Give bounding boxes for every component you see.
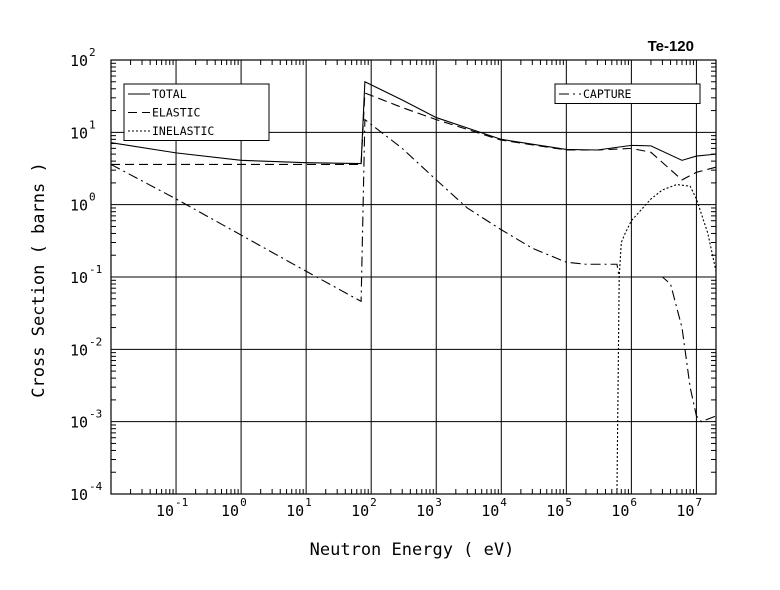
x-tick-exponent: 1	[305, 496, 312, 509]
x-tick-exponent: 0	[240, 496, 247, 509]
y-tick-label: 10	[70, 124, 88, 142]
x-tick-exponent: 2	[370, 496, 377, 509]
legend-right: CAPTURE	[554, 83, 701, 104]
legend-label: CAPTURE	[583, 87, 632, 101]
series-line-capture	[111, 118, 716, 423]
legend-left: TOTAL ELASTIC INELASTIC	[123, 83, 270, 141]
y-tick-label: 10	[70, 414, 88, 432]
y-tick-exponent: 2	[89, 46, 96, 59]
x-tick-label: 10	[286, 502, 304, 520]
y-tick-exponent: -1	[89, 263, 102, 276]
y-tick-label: 10	[70, 486, 88, 504]
x-tick-exponent: 7	[695, 496, 702, 509]
x-tick-label: 10	[416, 502, 434, 520]
x-tick-label: 10	[546, 502, 564, 520]
y-tick-exponent: 1	[89, 118, 96, 131]
x-tick-exponent: -1	[175, 496, 188, 509]
x-tick-exponent: 5	[565, 496, 572, 509]
series-line-inelastic	[616, 183, 716, 494]
y-tick-label: 10	[70, 269, 88, 287]
legend-label: TOTAL	[152, 87, 187, 101]
legend-label: ELASTIC	[152, 106, 201, 120]
x-tick-label: 10	[156, 502, 174, 520]
x-tick-label: 10	[351, 502, 369, 520]
grid-layer	[111, 59, 716, 495]
y-tick-exponent: -4	[89, 480, 103, 493]
x-tick-label: 10	[611, 502, 629, 520]
y-tick-label: 10	[70, 341, 88, 359]
x-tick-exponent: 6	[630, 496, 637, 509]
x-axis-label: Neutron Energy ( eV)	[310, 540, 515, 560]
x-tick-exponent: 3	[435, 496, 442, 509]
legend-box	[554, 83, 701, 104]
legend-label: INELASTIC	[152, 124, 214, 138]
y-tick-label: 10	[70, 197, 88, 215]
chart-title: Te-120	[648, 38, 694, 55]
series-line-elastic	[111, 92, 716, 181]
y-tick-exponent: -2	[89, 335, 102, 348]
y-tick-label: 10	[70, 52, 88, 70]
x-tick-label: 10	[221, 502, 239, 520]
series-layer	[111, 80, 716, 494]
x-tick-exponent: 4	[500, 496, 507, 509]
x-tick-label: 10	[481, 502, 499, 520]
tick-layer: 10 -1 10 0 10 1 10 2 10 3 10 4 10 5 10 6 10 710 -410 -310 -2…	[70, 46, 716, 520]
plot-frame	[110, 59, 717, 495]
series-line-total	[111, 80, 716, 165]
y-axis-label: Cross Section ( barns )	[29, 162, 49, 397]
y-tick-exponent: -3	[89, 408, 102, 421]
y-tick-exponent: 0	[89, 191, 96, 204]
x-tick-label: 10	[676, 502, 694, 520]
